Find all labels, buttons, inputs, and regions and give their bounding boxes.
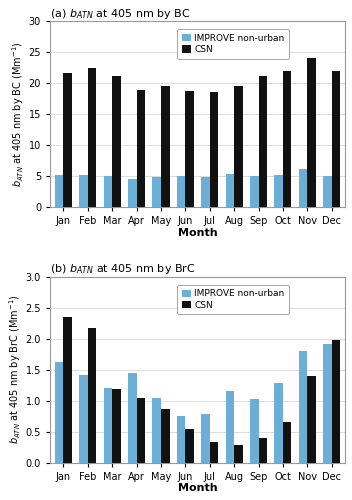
Bar [201,178,210,207]
Bar [307,58,316,207]
Bar [186,428,194,462]
Bar [55,176,63,207]
Bar [104,388,112,462]
Bar [283,422,291,463]
Bar [79,176,88,207]
Bar [63,72,72,207]
Bar [234,444,243,462]
Bar [332,340,340,462]
Bar [177,416,186,463]
Bar [226,390,234,462]
Text: (b) $b_{ATN}$ at 405 nm by BrC: (b) $b_{ATN}$ at 405 nm by BrC [50,262,196,276]
Bar [210,92,218,207]
Bar [226,174,234,207]
Legend: IMPROVE non-urban, CSN: IMPROVE non-urban, CSN [177,30,289,58]
Bar [152,398,161,462]
Text: (a) $b_{ATN}$ at 405 nm by BC: (a) $b_{ATN}$ at 405 nm by BC [50,7,191,21]
Bar [88,328,96,462]
Bar [128,178,137,207]
Bar [63,317,72,462]
Bar [201,414,210,463]
Legend: IMPROVE non-urban, CSN: IMPROVE non-urban, CSN [177,285,289,314]
Bar [177,176,186,207]
Bar [258,76,267,207]
Bar [283,70,291,207]
Bar [258,438,267,462]
X-axis label: Month: Month [178,228,218,237]
Bar [274,176,283,207]
Bar [234,86,243,207]
X-axis label: Month: Month [178,483,218,493]
Bar [112,76,121,207]
Bar [332,70,340,207]
Bar [104,176,112,207]
Bar [307,376,316,462]
Bar [323,344,332,463]
Y-axis label: $b_{ATN}$ at 405 nm by BrC (Mm$^{-1}$): $b_{ATN}$ at 405 nm by BrC (Mm$^{-1}$) [7,295,23,444]
Bar [79,374,88,462]
Bar [299,170,307,207]
Bar [250,176,258,207]
Bar [250,400,258,462]
Bar [274,384,283,462]
Bar [210,442,218,462]
Y-axis label: $b_{ATN}$ at 405 nm by BC (Mm$^{-1}$): $b_{ATN}$ at 405 nm by BC (Mm$^{-1}$) [10,42,26,187]
Bar [186,90,194,207]
Bar [137,90,145,207]
Bar [88,68,96,207]
Bar [112,389,121,462]
Bar [161,86,170,207]
Bar [323,176,332,207]
Bar [55,362,63,462]
Bar [299,351,307,463]
Bar [161,408,170,463]
Bar [128,374,137,462]
Bar [137,398,145,462]
Bar [152,178,161,207]
